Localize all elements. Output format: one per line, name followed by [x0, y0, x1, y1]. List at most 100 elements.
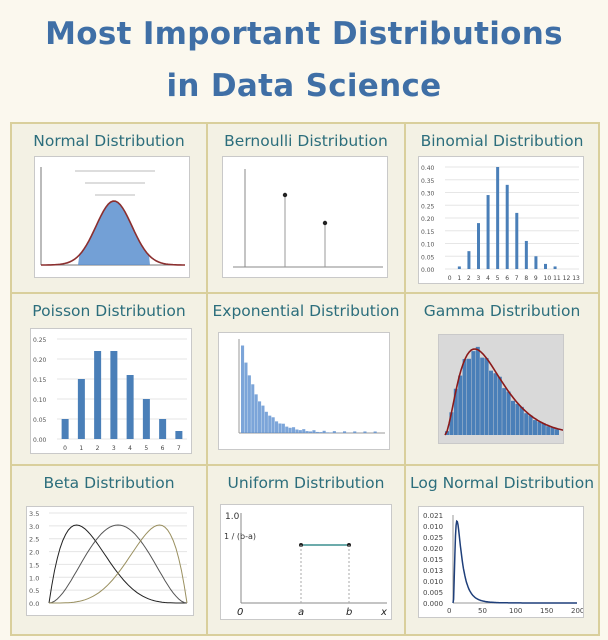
y-tick-label: 0.25: [33, 337, 47, 344]
y-tick-label: 0.0: [29, 600, 39, 608]
x-tick-label: 13: [572, 275, 580, 282]
bar: [449, 412, 454, 435]
y-tick-label: 0.000: [423, 600, 443, 608]
uniform-xtick-b: b: [346, 607, 352, 618]
bar: [467, 358, 471, 435]
bar: [457, 266, 461, 269]
panel-title-lognormal: Log Normal Distribution: [409, 474, 595, 492]
y-tick-label: 0.35: [421, 178, 435, 185]
panel-title-bernoulli: Bernoulli Distribution: [224, 132, 388, 150]
panel-exponential: Exponential Distribution: [208, 294, 406, 466]
y-tick-label: 3.5: [29, 510, 39, 518]
panel-title-exponential: Exponential Distribution: [212, 302, 400, 320]
bar: [462, 359, 467, 435]
x-tick-label: 9: [534, 275, 538, 282]
x-tick-label: 0: [448, 275, 452, 282]
bar: [258, 401, 262, 433]
x-tick-label: 6: [161, 445, 165, 452]
panel-uniform: Uniform Distribution 1.0 1 / (b-a) 0 a b…: [208, 466, 406, 636]
y-tick-label: 0.00: [421, 267, 435, 274]
panel-lognormal: Log Normal Distribution 0.021 0.010 0.025 0…: [406, 466, 598, 636]
y-tick-label: 0.20: [421, 216, 435, 223]
x-tick-label: 7: [515, 275, 519, 282]
bar: [471, 351, 476, 435]
bar: [493, 373, 498, 435]
bar: [268, 415, 272, 433]
bar: [264, 411, 268, 433]
x-tick-label: 3: [112, 445, 116, 452]
x-tick-label: 1: [79, 445, 83, 452]
x-tick-label: 2: [467, 275, 471, 282]
bar: [553, 266, 557, 269]
bar: [254, 394, 258, 433]
bar: [453, 388, 458, 435]
bernoulli-point-1: [322, 220, 328, 226]
bar: [247, 375, 251, 433]
bar: [285, 426, 289, 433]
lognormal-curve: [452, 519, 577, 604]
y-tick-label: 0.30: [421, 191, 435, 198]
bar: [261, 405, 265, 433]
bar: [475, 346, 480, 435]
bar: [142, 399, 150, 439]
plot-beta: 3.5 3.0 2.5 2.0 1.5 1.0 0.5 0.0: [26, 506, 194, 616]
bar: [312, 430, 316, 433]
x-tick-label: 1: [457, 275, 461, 282]
panel-title-normal: Normal Distribution: [33, 132, 185, 150]
bar: [77, 379, 85, 439]
uniform-xtick-a: a: [298, 607, 304, 618]
bar: [126, 375, 134, 439]
plot-poisson: 0.25 0.20 0.15 0.10 0.05 0.00 0 1 2 3 4 5 6 7: [30, 328, 192, 454]
y-tick-label: 3.0: [29, 523, 39, 531]
plot-exponential: [218, 332, 390, 450]
bar: [271, 417, 275, 433]
y-tick-label: 0.00: [33, 437, 47, 444]
y-tick-label: 0.013: [423, 567, 443, 575]
page-title-line-1: Most Important Distributions: [45, 16, 563, 52]
bar: [480, 357, 485, 435]
bernoulli-point-0: [282, 192, 288, 198]
plot-normal: [34, 156, 190, 278]
y-tick-label: 0.015: [423, 556, 443, 564]
uniform-ylabel: 1 / (b-a): [224, 532, 256, 541]
bar: [319, 432, 323, 433]
y-tick-label: 0.021: [423, 512, 443, 520]
uniform-ytick: 1.0: [225, 512, 240, 522]
x-tick-label: 2: [96, 445, 100, 452]
distribution-grid: Normal Distribution Bernoulli Distributi…: [10, 122, 600, 636]
x-tick-label: 6: [505, 275, 509, 282]
plot-uniform: 1.0 1 / (b-a) 0 a b x: [220, 504, 392, 620]
panel-beta: Beta Distribution 3.5 3.0 2.5 2.0 1.5 1.0 0.5 0…: [12, 466, 208, 636]
chart-beta: 3.5 3.0 2.5 2.0 1.5 1.0 0.5 0.0: [29, 510, 188, 608]
bar: [298, 430, 302, 433]
chart-exponential: [238, 339, 385, 434]
bar: [326, 432, 330, 433]
chart-poisson: 0.25 0.20 0.15 0.10 0.05 0.00 0 1 2 3 4 5 6 7: [33, 337, 187, 452]
chart-uniform: 1.0 1 / (b-a) 0 a b x: [224, 512, 387, 618]
bar: [519, 406, 524, 435]
x-tick-label: 3: [477, 275, 481, 282]
x-tick-label: 150: [540, 607, 553, 615]
bar: [353, 431, 357, 433]
gamma-curve: [444, 348, 567, 436]
chart-normal: [40, 167, 185, 266]
bar: [94, 351, 102, 439]
bar: [305, 431, 309, 433]
x-tick-label: 50: [478, 607, 487, 615]
bar: [275, 421, 279, 433]
panel-normal: Normal Distribution: [12, 124, 208, 294]
normal-fill: [78, 201, 150, 265]
bar: [550, 427, 555, 435]
bar: [534, 256, 538, 269]
bar: [555, 429, 559, 435]
y-tick-label: 0.25: [421, 203, 435, 210]
bar: [332, 431, 336, 433]
x-tick-label: 5: [496, 275, 500, 282]
bar: [278, 423, 282, 433]
x-tick-label: 4: [486, 275, 490, 282]
y-tick-label: 1.0: [29, 574, 39, 582]
y-tick-label: 0.5: [29, 587, 39, 595]
bar: [295, 429, 299, 433]
bar: [61, 419, 69, 439]
bar: [292, 427, 296, 433]
